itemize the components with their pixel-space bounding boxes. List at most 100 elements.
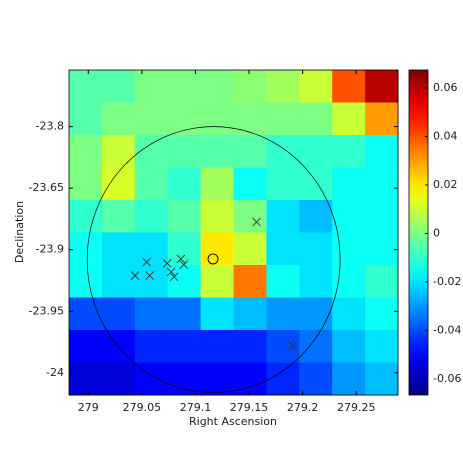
heat-cell xyxy=(200,135,234,168)
heat-cell xyxy=(233,200,267,233)
heat-cell xyxy=(134,102,169,136)
heat-cell xyxy=(332,265,366,298)
heat-cell xyxy=(134,297,169,331)
source-cross xyxy=(166,267,176,277)
heat-cell xyxy=(69,362,103,396)
heat-cell xyxy=(200,265,234,298)
heat-cell xyxy=(200,70,234,103)
y-tick-label: -24 xyxy=(46,366,64,379)
heat-cell xyxy=(101,200,136,233)
heat-cell xyxy=(134,167,169,201)
heat-cell xyxy=(101,265,136,298)
heat-cell xyxy=(134,200,169,233)
region-circle xyxy=(86,126,341,393)
heat-cell xyxy=(266,232,300,266)
colorbar xyxy=(408,69,429,396)
heat-cell xyxy=(101,167,136,201)
heat-cell xyxy=(299,265,333,298)
source-cross xyxy=(142,257,152,267)
colorbar-tick-label: -0.02 xyxy=(433,275,461,288)
heat-cell xyxy=(167,70,202,103)
heat-cell xyxy=(266,297,300,331)
source-cross xyxy=(130,271,140,280)
heat-cell xyxy=(134,70,169,103)
heat-cell xyxy=(101,102,136,136)
heat-cell xyxy=(200,362,234,396)
heat-cell xyxy=(299,102,333,136)
heat-cell xyxy=(233,232,267,266)
heat-cell xyxy=(266,70,300,103)
source-cross xyxy=(162,258,172,268)
colorbar-tick-label: -0.06 xyxy=(433,372,461,385)
heat-cell xyxy=(101,135,136,168)
heat-cell xyxy=(233,297,267,331)
heat-cell xyxy=(167,297,202,331)
heat-cell xyxy=(101,297,136,331)
plot-frame xyxy=(68,69,399,396)
heat-cell xyxy=(266,135,300,168)
heat-cell xyxy=(299,330,333,363)
heat-cell xyxy=(167,265,202,298)
heat-cell xyxy=(167,167,202,201)
colorbar-tick-label: 0 xyxy=(433,226,440,239)
heat-cell xyxy=(200,232,234,266)
heat-cell xyxy=(365,102,399,136)
heat-cell xyxy=(167,200,202,233)
heat-cell xyxy=(167,135,202,168)
heat-cell xyxy=(233,135,267,168)
y-tick-label: -23.65 xyxy=(29,181,64,194)
heat-cell xyxy=(134,265,169,298)
heat-cell xyxy=(69,167,103,201)
heat-cell xyxy=(332,167,366,201)
source-cross xyxy=(288,341,298,351)
heat-cell xyxy=(332,70,366,103)
heat-cell xyxy=(233,70,267,103)
heat-cell xyxy=(69,232,103,266)
heat-cell xyxy=(332,135,366,168)
heat-cell xyxy=(365,135,399,168)
heat-cell xyxy=(299,297,333,331)
heat-cell xyxy=(69,200,103,233)
x-tick-label: 279.05 xyxy=(123,401,162,414)
colorbar-tick-label: 0.06 xyxy=(433,81,458,94)
y-tick-label: -23.8 xyxy=(36,120,64,133)
heat-cell xyxy=(101,362,136,396)
heat-cell xyxy=(233,265,267,298)
heat-cell xyxy=(332,297,366,331)
heat-cell xyxy=(332,102,366,136)
colorbar-tick-label: -0.04 xyxy=(433,323,461,336)
heat-cell xyxy=(332,330,366,363)
source-cross xyxy=(179,260,189,269)
heat-cell xyxy=(69,102,103,136)
heat-cell xyxy=(200,330,234,363)
heat-cell xyxy=(200,102,234,136)
heat-cell xyxy=(200,167,234,201)
heat-cell xyxy=(332,200,366,233)
heat-cell xyxy=(365,200,399,233)
heat-cell xyxy=(332,362,366,396)
heat-cell xyxy=(200,200,234,233)
heat-cell xyxy=(200,297,234,331)
heat-cell xyxy=(167,362,202,396)
heat-cell xyxy=(266,330,300,363)
colorbar-tick-label: 0.02 xyxy=(433,178,458,191)
heat-cell xyxy=(299,200,333,233)
y-tick-label: -23.95 xyxy=(29,304,64,317)
heat-cell xyxy=(101,232,136,266)
colorbar-tick-label: 0.04 xyxy=(433,129,458,142)
heat-cell xyxy=(365,265,399,298)
heat-cell xyxy=(365,167,399,201)
heat-cell xyxy=(69,265,103,298)
heat-cell xyxy=(233,167,267,201)
heat-cell xyxy=(134,330,169,363)
heat-cell xyxy=(299,362,333,396)
heat-cell xyxy=(233,362,267,396)
target-marker xyxy=(207,253,219,265)
y-axis-label: Declination xyxy=(13,201,26,263)
heat-cell xyxy=(365,70,399,103)
heat-cell xyxy=(332,232,366,266)
heat-cell xyxy=(365,232,399,266)
heat-cell xyxy=(299,135,333,168)
heat-cell xyxy=(101,70,136,103)
